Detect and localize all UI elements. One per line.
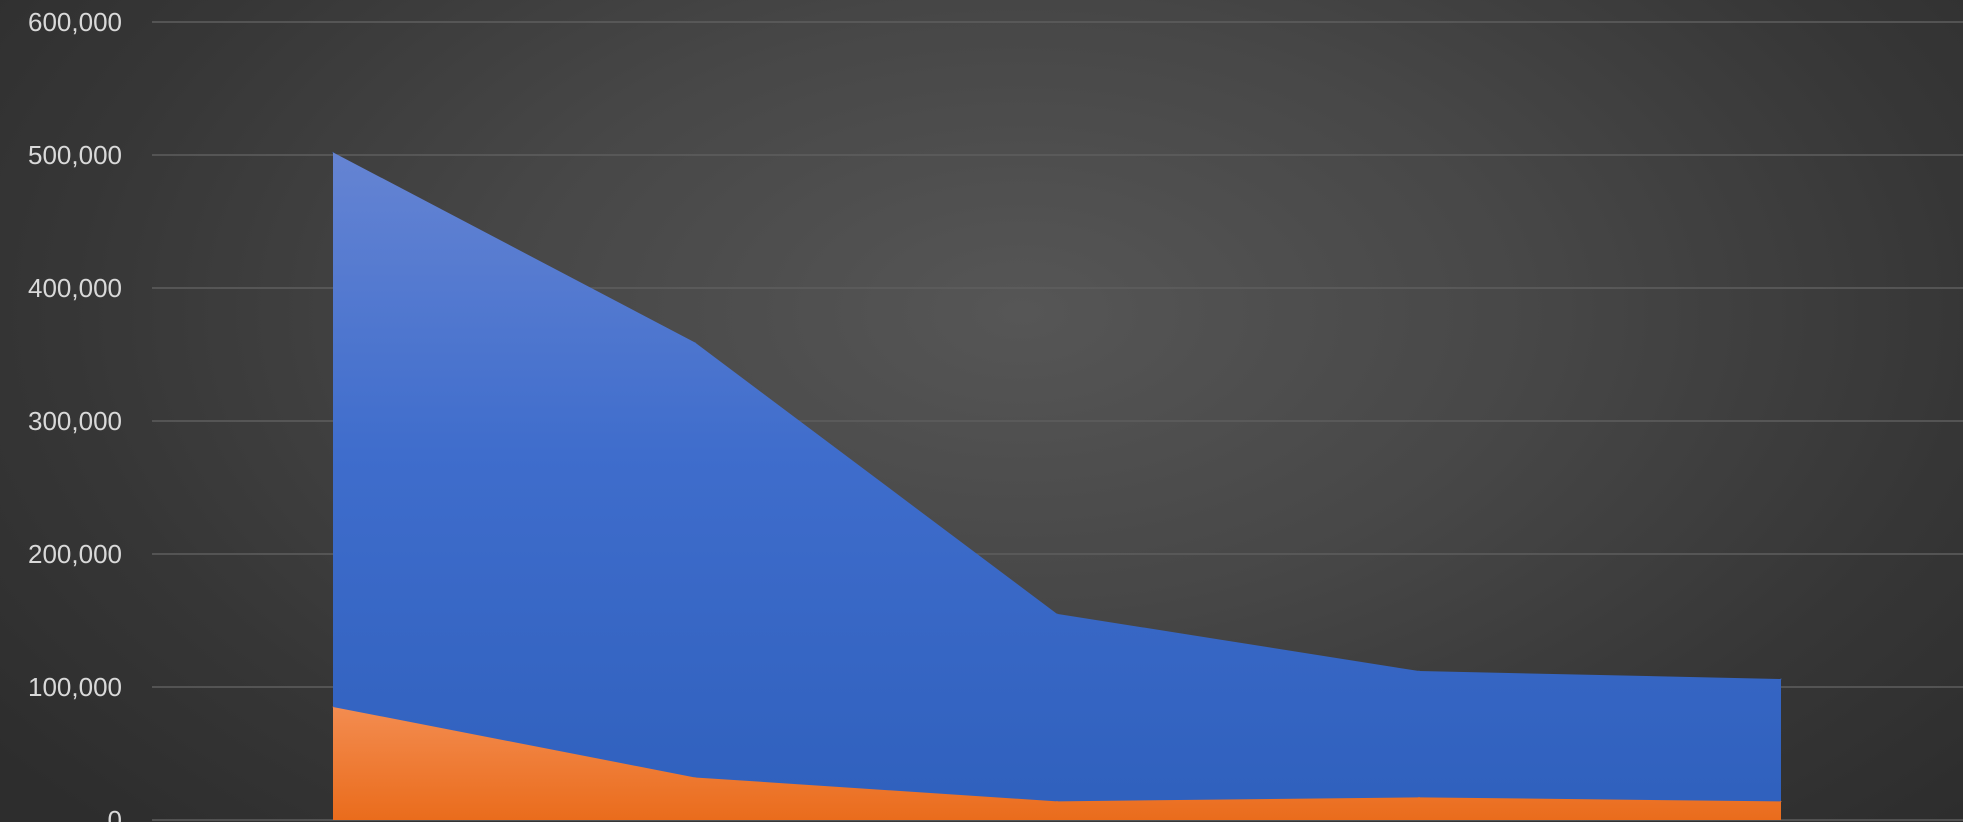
series-2-point-1	[332, 706, 334, 708]
y-tick-label: 200,000	[28, 539, 122, 569]
y-tick-label: 300,000	[28, 406, 122, 436]
series-2-point-5	[1780, 800, 1782, 802]
series-2-point-4	[1418, 796, 1420, 798]
y-tick-label: 600,000	[28, 7, 122, 37]
series-1-point-5	[1780, 678, 1782, 680]
y-axis-tick-labels: 0 100,000 200,000 300,000 400,000 500,000 600,…	[28, 7, 122, 822]
series-2-point-3	[1056, 800, 1058, 802]
series-1-point-3	[1056, 613, 1058, 615]
series-1-point-2	[694, 342, 696, 344]
y-tick-label: 500,000	[28, 140, 122, 170]
y-tick-label: 100,000	[28, 672, 122, 702]
series-2-point-2	[694, 776, 696, 778]
y-tick-label: 0	[108, 805, 122, 822]
series-2-area	[333, 706, 1781, 820]
y-tick-label: 400,000	[28, 273, 122, 303]
series-layer	[332, 151, 1782, 821]
series-1-point-1	[332, 151, 334, 153]
series-1-point-4	[1418, 670, 1420, 672]
series-1-area	[333, 152, 1781, 821]
